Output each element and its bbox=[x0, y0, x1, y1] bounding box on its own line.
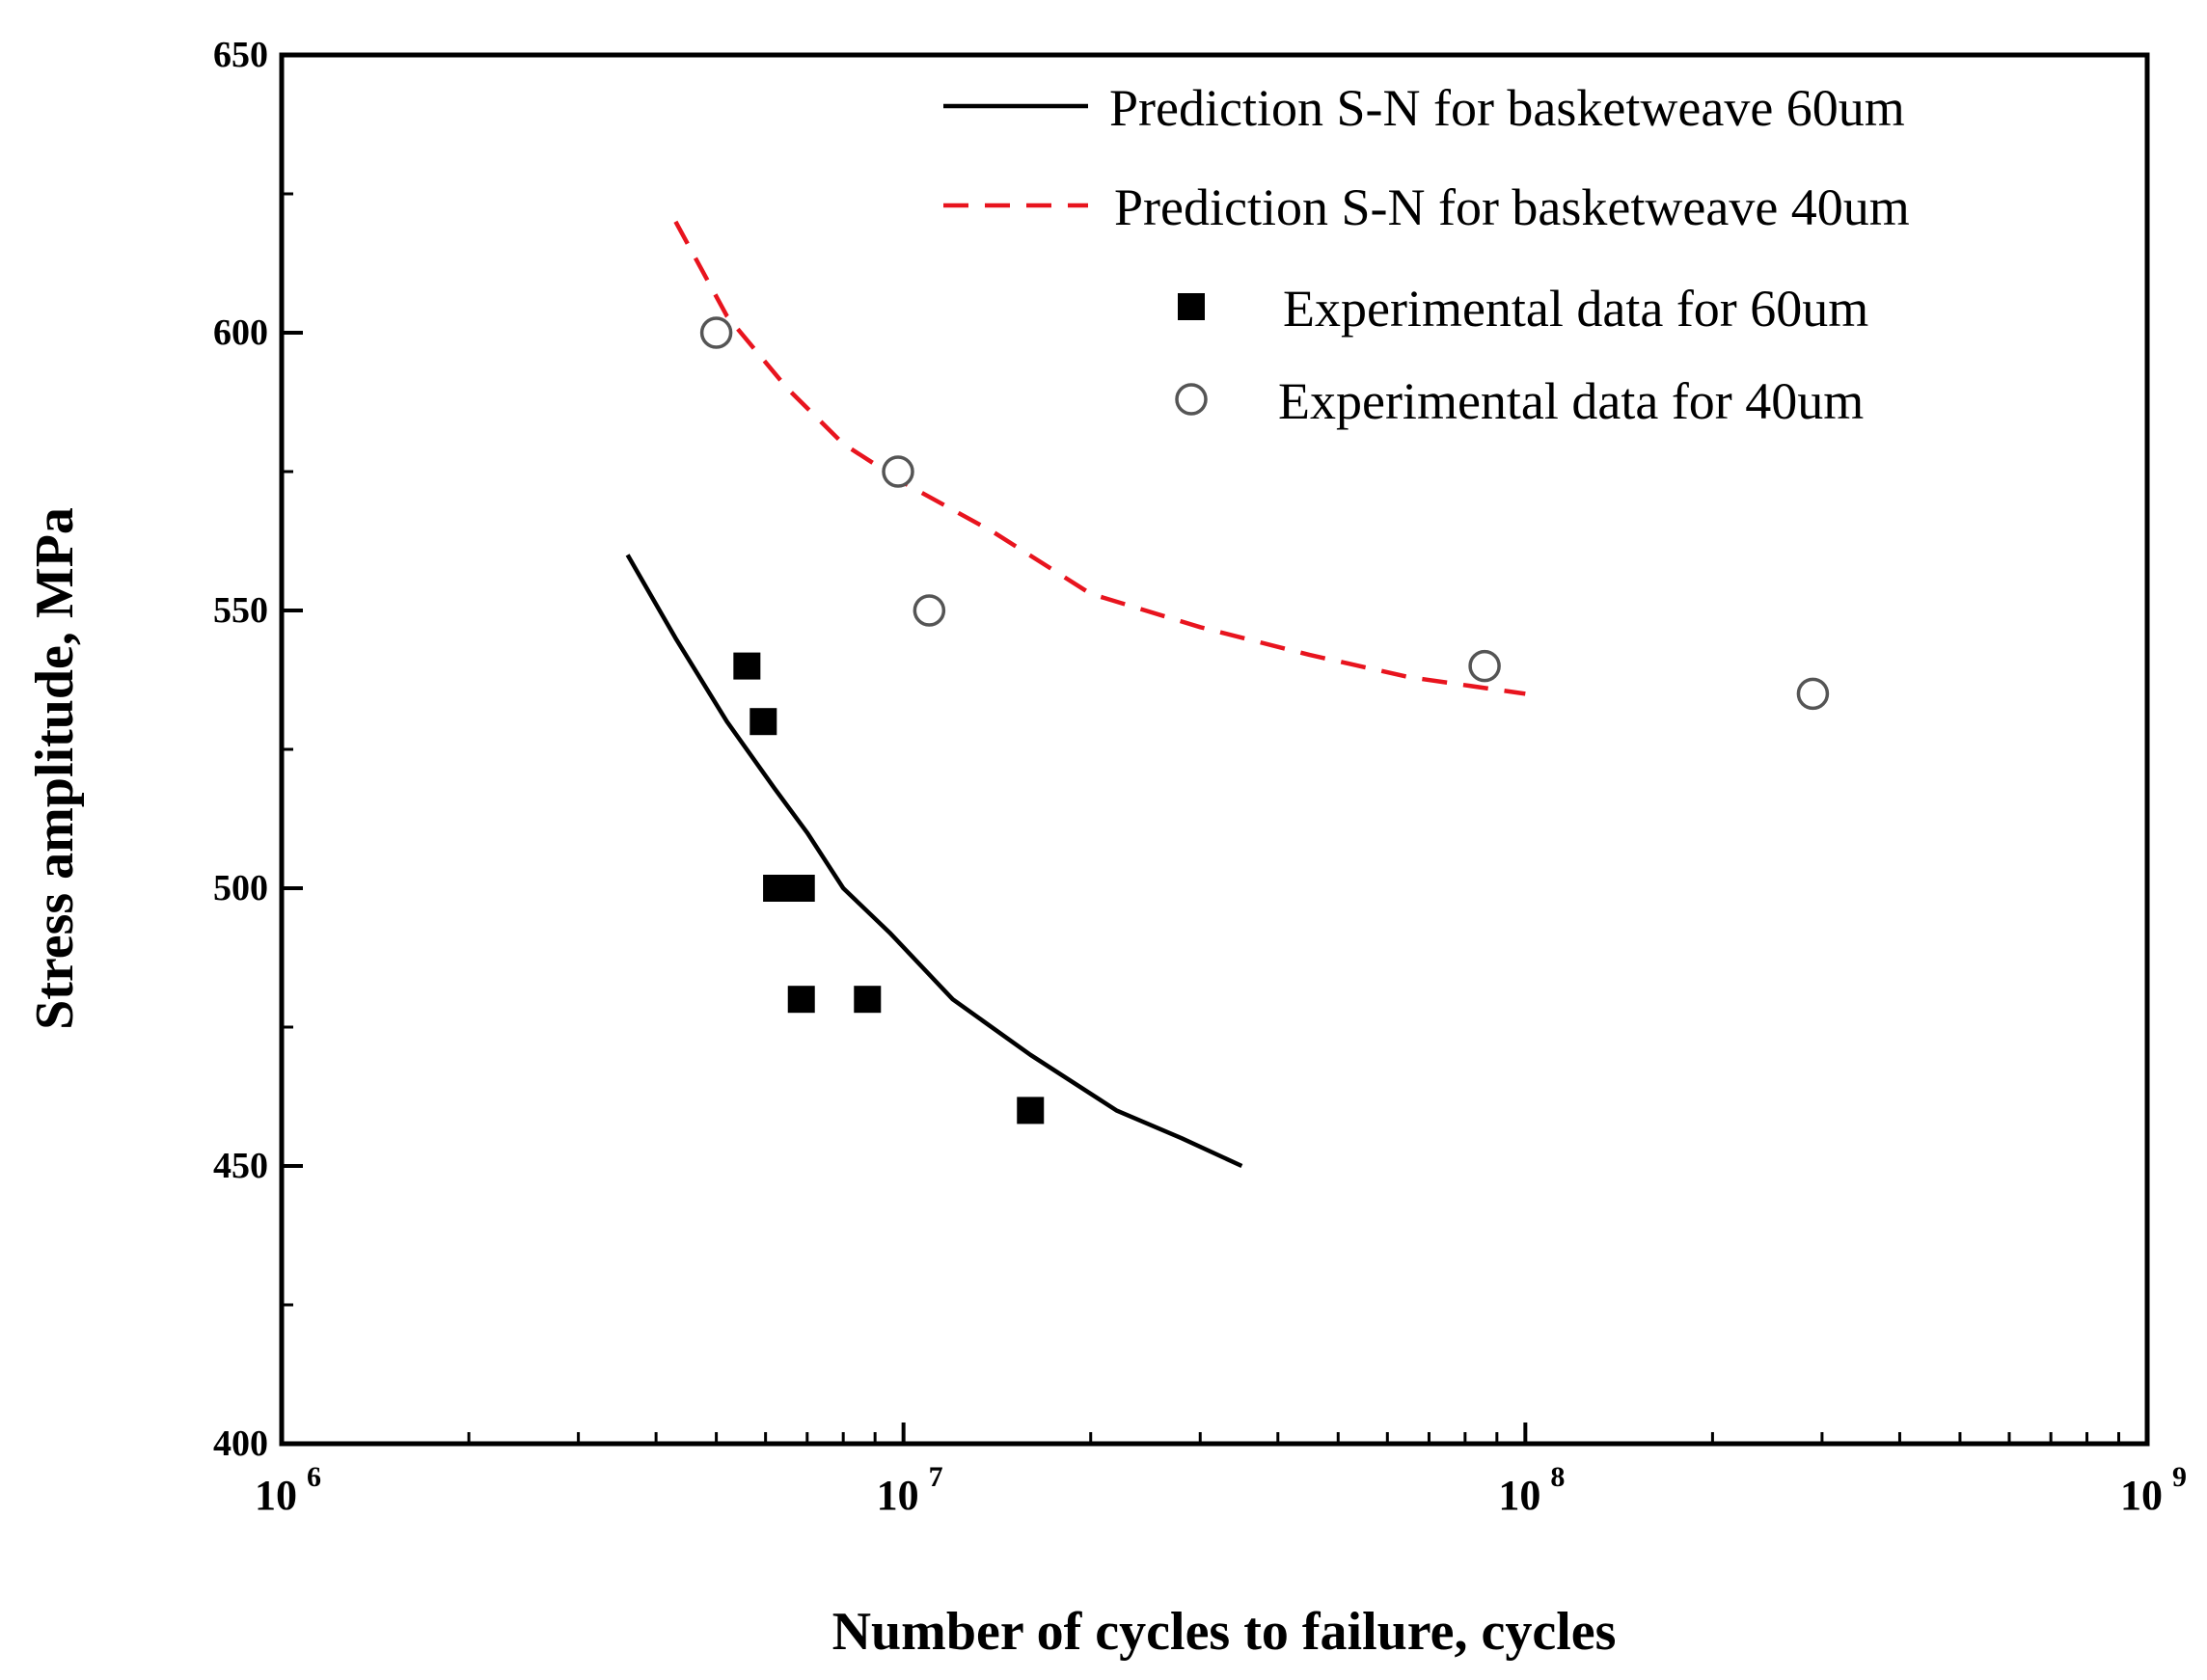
legend-entry-label: Experimental data for 60um bbox=[1283, 280, 1868, 338]
data-point-60um bbox=[733, 652, 761, 680]
x-tick-label: 10 bbox=[1498, 1472, 1540, 1519]
data-point-60um bbox=[749, 708, 777, 736]
x-tick-exponent: 8 bbox=[1550, 1461, 1565, 1493]
y-tick-label: 400 bbox=[213, 1423, 268, 1464]
tick-labels: 400 450 500 550 600 650 10 6 10 7 10 8 10 9 bbox=[213, 35, 2187, 1519]
legend-entry-label: Prediction S-N for basketweave 40um bbox=[1114, 178, 1910, 236]
x-axis-label: Number of cycles to failure, cycles bbox=[832, 1602, 1617, 1662]
data-point-40um bbox=[1468, 649, 1501, 683]
data-point-40um bbox=[1796, 677, 1830, 711]
data-point-60um bbox=[787, 875, 815, 902]
y-tick-label: 600 bbox=[213, 312, 268, 353]
data-point-40um bbox=[913, 594, 946, 627]
x-tick-exponent: 6 bbox=[307, 1461, 321, 1493]
y-tick-label: 450 bbox=[213, 1146, 268, 1186]
x-tick-label: 10 bbox=[877, 1472, 919, 1519]
legend-entry-label: Prediction S-N for basketweave 60um bbox=[1109, 79, 1905, 137]
data-point-60um bbox=[763, 875, 791, 902]
x-tick-exponent: 7 bbox=[929, 1461, 943, 1493]
y-tick-label: 500 bbox=[213, 868, 268, 908]
y-tick-label: 550 bbox=[213, 590, 268, 631]
y-tick-label: 650 bbox=[213, 35, 268, 75]
data-point-60um bbox=[1017, 1097, 1045, 1125]
prediction-40um-line bbox=[673, 220, 1526, 696]
series-layer bbox=[625, 220, 1830, 1169]
x-tick-label: 10 bbox=[2120, 1472, 2163, 1519]
legend-entry-label: Experimental data for 40um bbox=[1278, 372, 1864, 430]
x-tick-label: 10 bbox=[255, 1472, 297, 1519]
legend-symbol-marker bbox=[1178, 293, 1205, 320]
tick-layer bbox=[280, 53, 2149, 1446]
data-point-60um bbox=[787, 986, 815, 1014]
plot-frame bbox=[279, 52, 2150, 1447]
prediction-60um-line bbox=[625, 554, 1243, 1169]
data-point-40um bbox=[699, 316, 733, 349]
y-axis-label: Stress amplitude, MPa bbox=[25, 507, 85, 1030]
legend: Prediction S-N for basketweave 60um Predi… bbox=[943, 79, 1910, 430]
x-tick-exponent: 9 bbox=[2172, 1461, 2187, 1493]
data-point-40um bbox=[882, 455, 914, 488]
legend-symbol-marker bbox=[1175, 383, 1208, 416]
data-point-60um bbox=[854, 986, 882, 1014]
